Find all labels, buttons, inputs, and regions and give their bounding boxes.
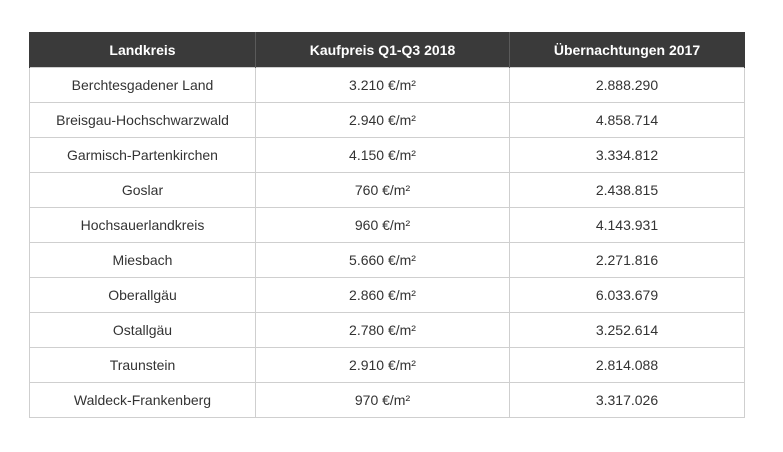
cell-kaufpreis: 760 €/m²	[255, 172, 510, 208]
cell-landkreis: Breisgau-Hochschwarzwald	[29, 102, 256, 138]
data-table: Landkreis Kaufpreis Q1-Q3 2018 Übernacht…	[29, 32, 745, 418]
cell-kaufpreis: 2.940 €/m²	[255, 102, 510, 138]
cell-uebernachtungen: 3.334.812	[509, 137, 745, 173]
cell-kaufpreis: 2.860 €/m²	[255, 277, 510, 313]
cell-kaufpreis: 4.150 €/m²	[255, 137, 510, 173]
header-kaufpreis: Kaufpreis Q1-Q3 2018	[255, 32, 510, 68]
cell-uebernachtungen: 4.143.931	[509, 207, 745, 243]
table-row: Hochsauerlandkreis 960 €/m² 4.143.931	[29, 207, 745, 243]
cell-uebernachtungen: 2.438.815	[509, 172, 745, 208]
header-row: Landkreis Kaufpreis Q1-Q3 2018 Übernacht…	[29, 32, 745, 68]
cell-landkreis: Ostallgäu	[29, 312, 256, 348]
cell-landkreis: Hochsauerlandkreis	[29, 207, 256, 243]
cell-uebernachtungen: 2.814.088	[509, 347, 745, 383]
cell-kaufpreis: 960 €/m²	[255, 207, 510, 243]
cell-kaufpreis: 3.210 €/m²	[255, 67, 510, 103]
cell-landkreis: Oberallgäu	[29, 277, 256, 313]
cell-kaufpreis: 2.910 €/m²	[255, 347, 510, 383]
table-row: Traunstein 2.910 €/m² 2.814.088	[29, 347, 745, 383]
table-row: Goslar 760 €/m² 2.438.815	[29, 172, 745, 208]
header-uebernachtungen: Übernachtungen 2017	[509, 32, 745, 68]
cell-landkreis: Waldeck-Frankenberg	[29, 382, 256, 418]
table-row: Berchtesgadener Land 3.210 €/m² 2.888.29…	[29, 67, 745, 103]
table-body: Berchtesgadener Land 3.210 €/m² 2.888.29…	[29, 67, 745, 418]
table-header: Landkreis Kaufpreis Q1-Q3 2018 Übernacht…	[29, 32, 745, 68]
cell-landkreis: Traunstein	[29, 347, 256, 383]
table-row: Ostallgäu 2.780 €/m² 3.252.614	[29, 312, 745, 348]
cell-uebernachtungen: 4.858.714	[509, 102, 745, 138]
cell-uebernachtungen: 3.252.614	[509, 312, 745, 348]
cell-kaufpreis: 970 €/m²	[255, 382, 510, 418]
table-row: Garmisch-Partenkirchen 4.150 €/m² 3.334.…	[29, 137, 745, 173]
cell-uebernachtungen: 2.888.290	[509, 67, 745, 103]
cell-uebernachtungen: 2.271.816	[509, 242, 745, 278]
data-table-container: Landkreis Kaufpreis Q1-Q3 2018 Übernacht…	[29, 32, 745, 418]
cell-landkreis: Berchtesgadener Land	[29, 67, 256, 103]
table-row: Waldeck-Frankenberg 970 €/m² 3.317.026	[29, 382, 745, 418]
table-row: Miesbach 5.660 €/m² 2.271.816	[29, 242, 745, 278]
cell-uebernachtungen: 6.033.679	[509, 277, 745, 313]
cell-landkreis: Miesbach	[29, 242, 256, 278]
cell-kaufpreis: 5.660 €/m²	[255, 242, 510, 278]
table-row: Breisgau-Hochschwarzwald 2.940 €/m² 4.85…	[29, 102, 745, 138]
table-row: Oberallgäu 2.860 €/m² 6.033.679	[29, 277, 745, 313]
cell-landkreis: Goslar	[29, 172, 256, 208]
cell-uebernachtungen: 3.317.026	[509, 382, 745, 418]
cell-kaufpreis: 2.780 €/m²	[255, 312, 510, 348]
cell-landkreis: Garmisch-Partenkirchen	[29, 137, 256, 173]
header-landkreis: Landkreis	[29, 32, 256, 68]
